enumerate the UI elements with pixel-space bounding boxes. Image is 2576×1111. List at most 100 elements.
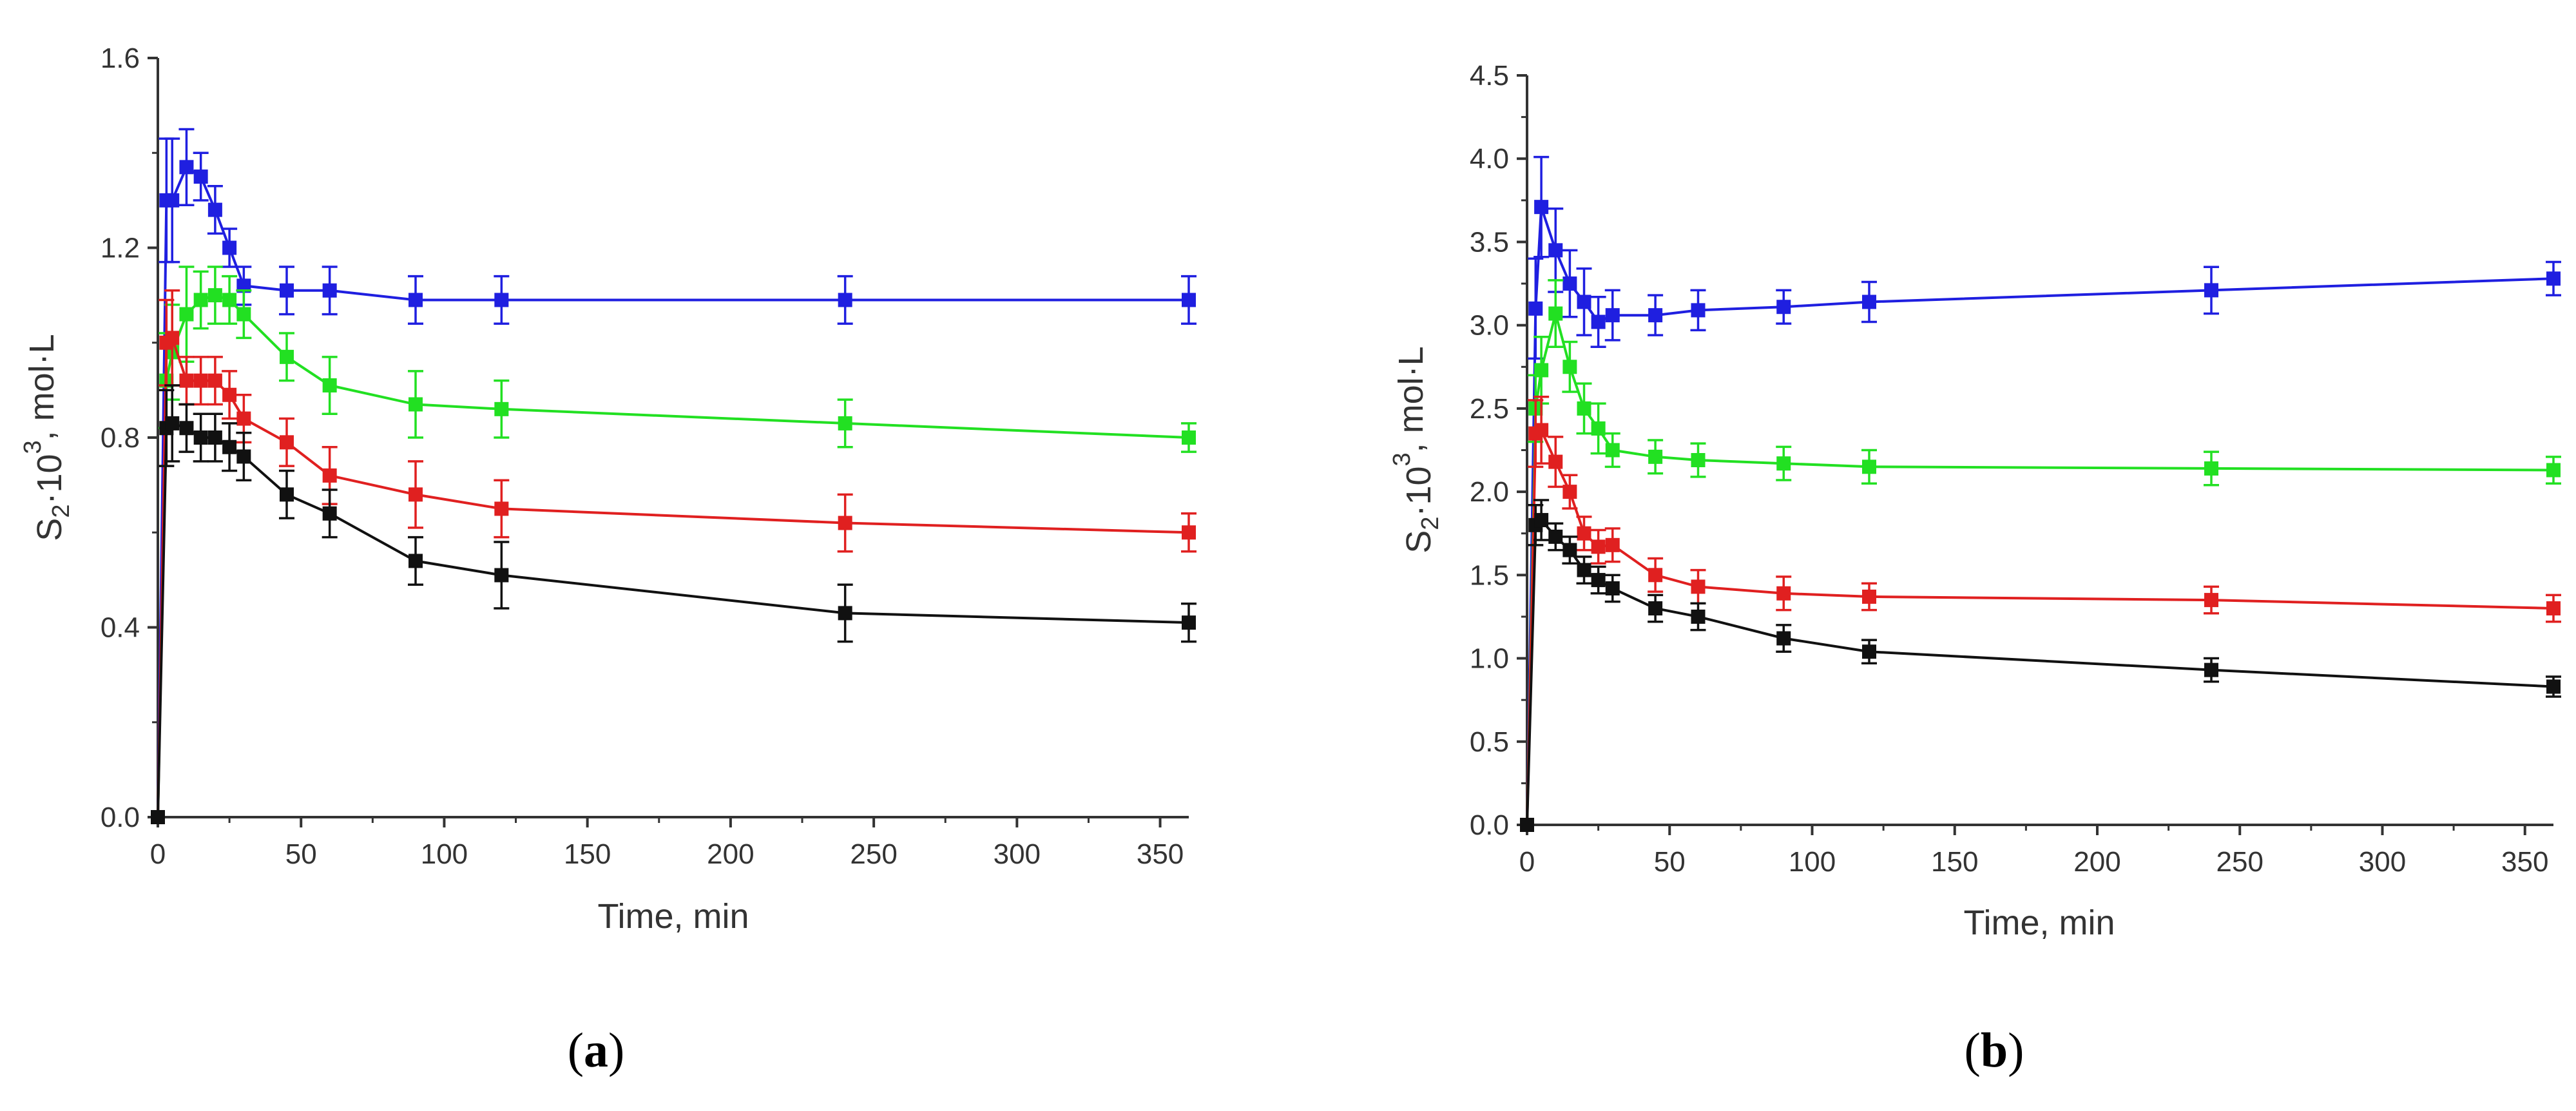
panel-b-y-axis-title: S2·103, mol·L — [1389, 346, 1444, 553]
panel-b-y-tick-label: 1.5 — [1470, 559, 1509, 591]
panel-a-data-point-black — [193, 430, 208, 445]
panel-a-data-point-black — [151, 810, 165, 824]
panel-b-data-point-blue — [1562, 276, 1577, 291]
panel-a-x-tick-label: 150 — [564, 838, 611, 870]
panel-a-data-point-blue — [236, 278, 251, 293]
panel-b-data-point-blue — [1776, 300, 1791, 314]
panel-b-data-point-red — [1648, 568, 1663, 583]
panel-b-data-point-red — [1862, 589, 1876, 604]
panel-a-data-point-red — [280, 435, 294, 450]
panel-b-data-point-blue — [1548, 243, 1563, 258]
panel-b-data-point-blue — [1605, 308, 1620, 323]
panel-b-data-point-blue — [1691, 303, 1706, 318]
panel-b-y-tick-label: 0.0 — [1470, 809, 1509, 841]
panel-a-data-point-black — [838, 606, 852, 621]
panel-a-data-point-red — [409, 487, 423, 502]
panel-b-data-point-red — [1534, 423, 1549, 438]
panel-a-data-point-blue — [1182, 293, 1196, 307]
panel-a-data-point-green — [322, 378, 337, 393]
panel-b-x-tick-label: 250 — [2216, 846, 2264, 878]
panel-b-data-point-green — [1562, 360, 1577, 374]
panel-b-series-black — [1520, 499, 2561, 832]
panel-b-data-point-red — [1591, 539, 1606, 554]
panel-b-y-tick-label: 4.5 — [1470, 60, 1509, 92]
panel-b-data-point-green — [1577, 401, 1591, 416]
panel-b: 0.0 0.5 1.0 1.5 2.0 2.5 3.0 3.5 4.0 4.5 0 50 100 150 2… — [1389, 60, 2561, 942]
panel-a-data-point-green — [280, 349, 294, 364]
panel-b-series-green — [1520, 279, 2561, 832]
panel-b-data-point-blue — [1577, 295, 1591, 309]
panel-b-data-point-red — [2546, 601, 2561, 616]
panel-b-series-blue — [1520, 155, 2561, 832]
panel-b-data-point-green — [1776, 456, 1791, 471]
panel-a-data-point-blue — [494, 293, 509, 307]
panel-a-data-point-green — [193, 293, 208, 307]
panel-a-data-point-black — [236, 449, 251, 464]
panel-a-series-black — [151, 384, 1197, 824]
panel-a-data-point-red — [165, 331, 180, 345]
panel-b-x-tick-label: 50 — [1654, 846, 1686, 878]
panel-b-y-tick-label: 3.5 — [1470, 226, 1509, 258]
panel-a: 0.0 0.4 0.8 1.2 1.6 0 50 100 150 200 250 300 350 Time… — [19, 43, 1197, 936]
panel-b-y-axis-title-part: S — [1399, 530, 1438, 554]
panel-a-x-tick-label: 250 — [850, 838, 897, 870]
panel-b-data-point-black — [2546, 679, 2561, 694]
panel-a-data-point-green — [222, 293, 237, 307]
panel-a-data-point-green — [236, 307, 251, 322]
panel-a-data-point-red — [494, 501, 509, 516]
panel-b-data-point-red — [1562, 485, 1577, 499]
panel-a-data-point-red — [838, 516, 852, 530]
panel-a-x-tick-label: 0 — [150, 838, 166, 870]
panel-a-data-point-red — [222, 387, 237, 402]
panel-b-data-point-green — [1548, 306, 1563, 321]
panel-a-y-axis-title-part: 2 — [48, 505, 75, 518]
panel-b-data-point-green — [1605, 443, 1620, 458]
panel-b-x-axis-title: Time, min — [1963, 903, 2115, 942]
panel-a-data-point-green — [1182, 430, 1196, 445]
panel-b-data-point-black — [1862, 644, 1876, 659]
panel-a-caption-letter: a — [584, 1023, 608, 1077]
panel-a-y-axis-title-part: S — [30, 518, 69, 541]
panel-b-caption-letter: b — [1981, 1023, 2008, 1077]
panel-b-caption: (b) — [1965, 1023, 2024, 1077]
panel-b-data-point-blue — [2204, 283, 2218, 298]
panel-b-x-tick-label: 350 — [2501, 846, 2548, 878]
panel-a-data-point-black — [165, 416, 180, 430]
panel-a-series-line-green — [157, 293, 1189, 818]
panel-a-data-point-blue — [322, 283, 337, 298]
panel-b-series-line-blue — [1526, 206, 2554, 826]
panel-a-data-point-green — [179, 307, 194, 322]
panel-b-data-point-red — [1605, 537, 1620, 552]
panel-b-x-tick-label: 0 — [1519, 846, 1535, 878]
panel-a-series-line-red — [157, 335, 1189, 818]
panel-b-data-point-blue — [1591, 314, 1606, 329]
panel-b-data-point-blue — [1534, 200, 1549, 215]
panel-a-y-tick-label: 1.2 — [101, 233, 140, 264]
panel-a-series-blue — [151, 128, 1197, 824]
panel-b-data-point-blue — [1862, 295, 1876, 309]
panel-b-data-point-blue — [1528, 301, 1543, 316]
panel-b-data-point-black — [1591, 573, 1606, 588]
panel-a-data-point-green — [207, 288, 222, 303]
panel-a-data-point-black — [207, 430, 222, 445]
panel-b-data-point-black — [1548, 529, 1563, 544]
panel-a-data-point-black — [1182, 615, 1196, 630]
panel-b-data-point-red — [1691, 579, 1706, 594]
panel-a-series-line-black — [157, 421, 1189, 818]
panel-a-y-tick-label: 1.6 — [101, 43, 140, 74]
panel-b-x-tick-label: 200 — [2073, 846, 2120, 878]
panel-b-data-point-black — [1648, 601, 1663, 616]
panel-b-series-line-red — [1526, 428, 2554, 826]
panel-a-data-point-black — [409, 554, 423, 568]
panel-b-series-red — [1520, 396, 2561, 832]
panel-b-data-point-green — [1648, 449, 1663, 464]
panel-b-data-point-black — [1520, 818, 1534, 832]
panel-a-data-point-blue — [280, 283, 294, 298]
panel-a-data-point-green — [409, 397, 423, 412]
panel-b-data-point-black — [1605, 581, 1620, 596]
panel-b-data-point-black — [1562, 543, 1577, 557]
panel-a-data-point-red — [236, 411, 251, 426]
panel-a-x-tick-label: 100 — [421, 838, 468, 870]
panel-a-y-tick-label: 0.4 — [101, 612, 140, 644]
panel-a-data-point-red — [207, 373, 222, 388]
